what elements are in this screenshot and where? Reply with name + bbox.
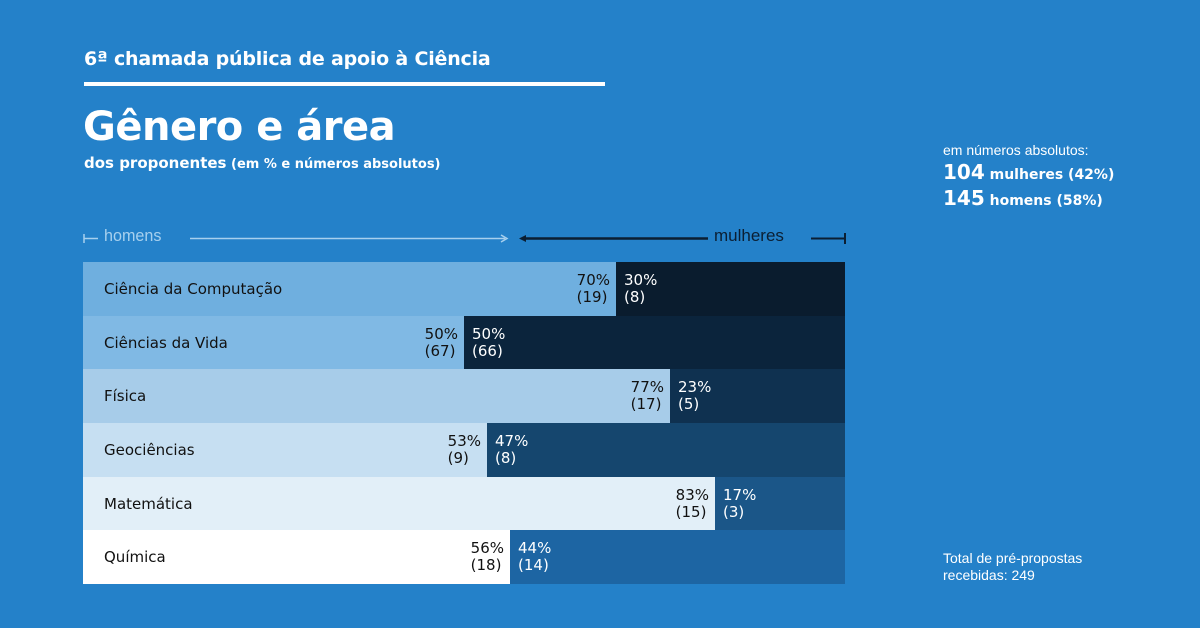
category-label: Ciência da Computação <box>104 279 283 298</box>
chart-subtitle: dos proponentes (em % e números absoluto… <box>84 154 441 172</box>
legend-arrows <box>83 233 846 244</box>
women-value-label: 50% (66) <box>472 324 506 360</box>
men-abs: (17) <box>630 395 662 414</box>
men-value-label: 53% (9) <box>447 431 481 467</box>
women-abs: (8) <box>495 448 517 467</box>
men-value-label: 70% (19) <box>576 270 610 306</box>
bar-women <box>616 262 845 316</box>
legend: homens mulheres <box>0 226 1200 254</box>
women-pct: 44% <box>518 539 552 558</box>
women-pct: 30% <box>624 270 658 289</box>
total-proposals: Total de pré-propostas recebidas: 249 <box>943 550 1082 584</box>
bar-row: Matemática 83% (15) 17% (3) <box>83 476 845 531</box>
bar-row: Física 77% (17) 23% (5) <box>83 369 845 424</box>
men-arrow-icon <box>83 234 509 243</box>
supertitle: 6ª chamada pública de apoio à Ciência <box>84 48 491 70</box>
summary-caption: em números absolutos: <box>943 142 1089 158</box>
men-value-label: 50% (67) <box>424 324 458 360</box>
legend-men-label: homens <box>104 226 162 245</box>
bar-row: Ciência da Computação 70% (19) 30% (8) <box>83 262 845 316</box>
women-pct: 50% <box>472 324 506 343</box>
women-value-label: 44% (14) <box>518 540 551 574</box>
men-value-label: 77% (17) <box>631 379 664 413</box>
bar-women <box>510 530 845 585</box>
men-value-label: 56% (18) <box>471 540 504 574</box>
bar-women <box>715 476 845 531</box>
men-text: homens (58%) <box>984 193 1103 209</box>
subtitle-main: dos proponentes <box>84 154 227 172</box>
men-pct: 50% <box>424 324 458 343</box>
category-label: Geociências <box>104 440 195 459</box>
women-value-label: 17% (3) <box>723 485 757 521</box>
women-pct: 47% <box>495 431 529 450</box>
bar-row: Ciências da Vida 50% (67) 50% (66) <box>83 315 845 370</box>
summary-stats: em números absolutos: 104 mulheres (42%)… <box>943 142 1114 210</box>
bar-row: Química 56% (18) 44% (14) <box>83 530 845 585</box>
women-count: 104 <box>943 160 985 184</box>
men-pct: 70% <box>576 270 610 289</box>
men-total: 145 homens (58%) <box>943 186 1114 210</box>
bar-men <box>83 262 616 316</box>
bar-women <box>464 315 845 370</box>
women-abs: (8) <box>624 287 646 306</box>
men-pct: 53% <box>447 431 481 450</box>
men-abs: (67) <box>424 341 456 360</box>
women-arrow-icon <box>519 233 846 244</box>
women-total: 104 mulheres (42%) <box>943 160 1114 184</box>
bar-men <box>83 369 670 424</box>
category-label: Matemática <box>104 494 193 513</box>
women-value-label: 23% (5) <box>678 379 711 413</box>
bar-men <box>83 423 487 477</box>
men-pct: 83% <box>675 485 709 504</box>
chart-title: Gênero e área <box>83 104 396 150</box>
bar-men <box>83 530 510 585</box>
bar-men <box>83 315 464 370</box>
men-pct: 56% <box>470 539 504 558</box>
category-label: Ciências da Vida <box>104 333 228 352</box>
total-line-1: Total de pré-propostas <box>943 550 1083 566</box>
supertitle-divider <box>84 82 605 86</box>
women-pct: 17% <box>723 485 757 504</box>
subtitle-note: (em % e números absolutos) <box>226 157 441 172</box>
men-value-label: 83% (15) <box>675 485 709 521</box>
women-text: mulheres (42%) <box>984 167 1115 183</box>
women-abs: (14) <box>518 556 549 575</box>
women-abs: (5) <box>678 395 700 414</box>
women-abs: (66) <box>472 341 503 360</box>
men-abs: (19) <box>576 287 608 306</box>
category-label: Física <box>104 387 147 406</box>
category-label: Química <box>104 548 166 567</box>
bar-women <box>670 369 845 424</box>
women-abs: (3) <box>723 502 745 521</box>
bar-men <box>83 476 715 531</box>
stacked-bar-chart: Ciência da Computação 70% (19) 30% (8) Ciênci… <box>83 262 845 585</box>
bar-row: Geociências 53% (9) 47% (8) <box>83 423 845 477</box>
women-pct: 23% <box>678 378 712 397</box>
women-value-label: 47% (8) <box>495 431 529 467</box>
total-line-2: recebidas: 249 <box>943 567 1035 583</box>
men-abs: (15) <box>675 502 707 521</box>
women-value-label: 30% (8) <box>624 270 658 306</box>
bar-women <box>487 423 845 477</box>
men-abs: (18) <box>470 556 502 575</box>
men-count: 145 <box>943 186 985 210</box>
men-pct: 77% <box>630 378 664 397</box>
men-abs: (9) <box>447 448 469 467</box>
legend-women-label: mulheres <box>714 226 784 245</box>
